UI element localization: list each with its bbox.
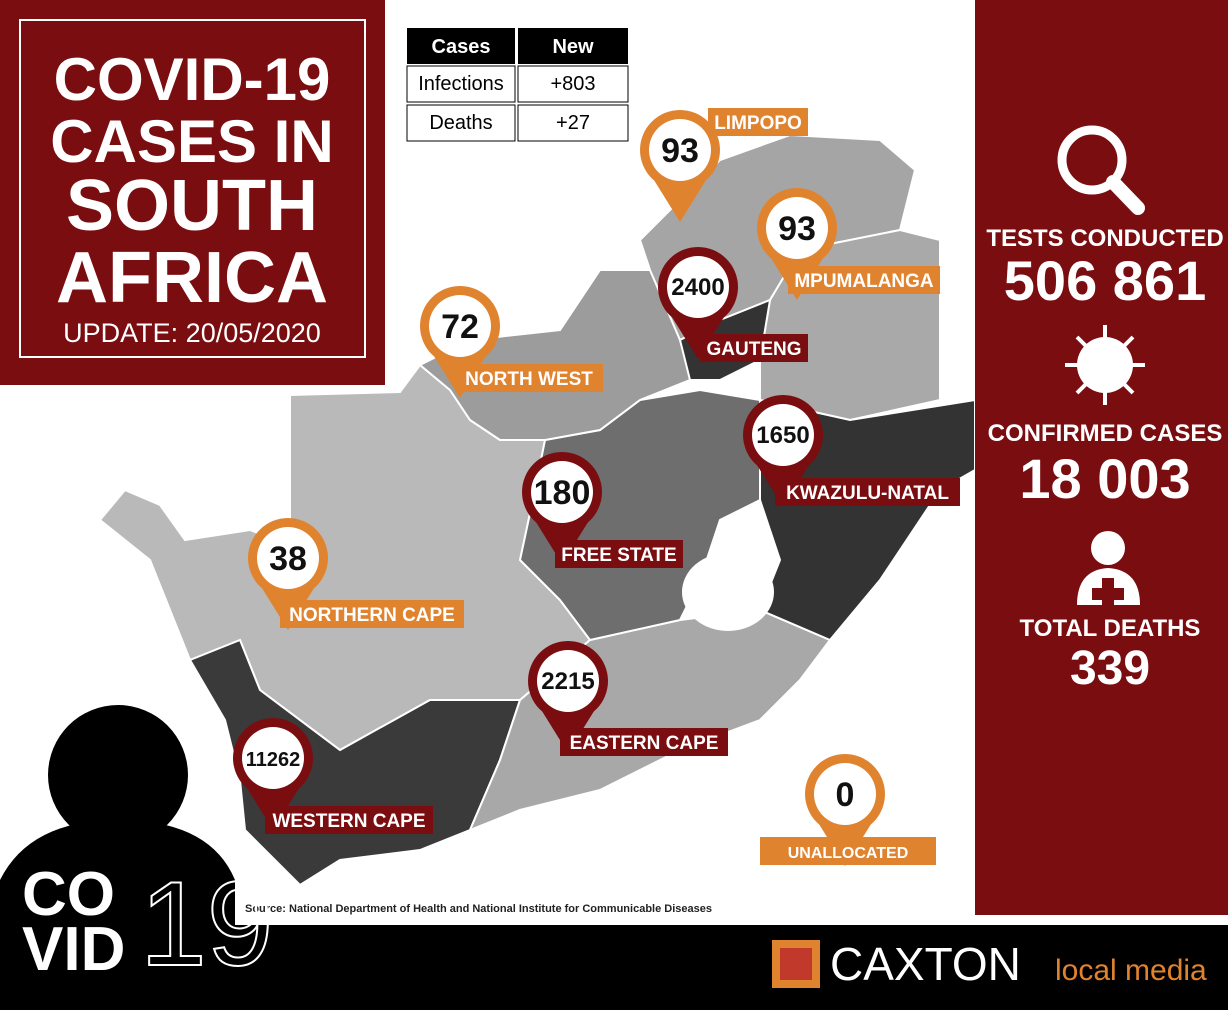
pin-inner [814, 763, 876, 825]
province-name: NORTH WEST [465, 369, 593, 390]
update-date: UPDATE: 20/05/2020 [63, 318, 321, 348]
stat-label: CONFIRMED CASES [988, 420, 1223, 447]
pin-inner [766, 197, 828, 259]
title-panel [0, 0, 385, 385]
silhouette-body [0, 820, 235, 1010]
source-note: Source: National Department of Health an… [245, 903, 712, 915]
stat-label: TOTAL DEATHS [1020, 615, 1201, 642]
pin-inner [537, 650, 599, 712]
silhouette-head [48, 705, 188, 845]
cross-icon [1092, 578, 1124, 610]
stats-panel [975, 0, 1228, 915]
province-cases: 1650 [756, 422, 809, 449]
stat-value: 18 003 [1019, 447, 1190, 510]
pin-inner [752, 404, 814, 466]
province-name: KWAZULU-NATAL [786, 483, 949, 504]
province-label-bg [560, 728, 728, 756]
pin-inner [667, 256, 729, 318]
pin-inner [649, 119, 711, 181]
province-label-bg [280, 600, 464, 628]
province-cases: 11262 [246, 749, 301, 771]
logo-text: VID [22, 915, 125, 984]
province-name: NORTHERN CAPE [289, 605, 455, 626]
north-west-region [418, 269, 692, 441]
province-cases: 93 [661, 132, 699, 170]
stat-label: TESTS CONDUCTED [986, 225, 1223, 252]
table-header: Cases [432, 36, 491, 58]
pin-inner [429, 295, 491, 357]
province-cases: 38 [269, 540, 307, 578]
pin-inner [242, 727, 304, 789]
province-label-bg [700, 334, 808, 362]
province-name: EASTERN CAPE [570, 733, 719, 754]
table-cell-text: +803 [550, 73, 595, 95]
province-label-bg [708, 108, 808, 136]
title-line: SOUTH [66, 166, 318, 246]
magnifier-handle [1106, 175, 1145, 215]
province-pins: 93 LIMPOPO 93 MPUMALANGA 2400 GAUTENG 72 NORTH … [233, 108, 960, 866]
brand: CAXTON local media [772, 938, 1207, 990]
stat-value: 506 861 [1004, 249, 1206, 312]
covid-logo: CO VID 19 [22, 856, 274, 992]
stats: TESTS CONDUCTED 506 861 CONFIRMED CASES … [986, 225, 1223, 695]
table-header-cell [407, 28, 515, 64]
title-line: COVID-19 [54, 46, 331, 113]
logo-number: 19 [140, 857, 273, 991]
table-header: New [552, 36, 594, 58]
province-name: WESTERN CAPE [272, 811, 425, 832]
brand-mark-inner [780, 948, 812, 980]
province-cases: 2215 [541, 668, 594, 695]
title-frame [19, 19, 366, 358]
table-cell-text: Deaths [429, 112, 492, 134]
pin-inner [257, 527, 319, 589]
title-line: CASES IN [50, 108, 333, 175]
table-cell [406, 104, 516, 142]
table-cell [406, 65, 516, 103]
province-cases: 93 [778, 210, 816, 248]
table-cell-text: Infections [418, 73, 504, 95]
stat-value: 339 [1070, 642, 1150, 695]
brand-tagline: local media [1055, 954, 1207, 987]
lesotho [682, 553, 774, 631]
table-cell [517, 104, 629, 142]
province-label-bg [555, 540, 683, 568]
logo-text: CO [22, 860, 115, 929]
province-name: LIMPOPO [714, 113, 802, 134]
virus-spikes [1065, 325, 1145, 405]
icons [1057, 125, 1145, 610]
province-name: GAUTENG [707, 339, 802, 360]
magnifier-icon [1057, 125, 1127, 195]
province-cases: 72 [441, 308, 479, 346]
table-cell-text: +27 [556, 112, 590, 134]
province-label-bg [265, 806, 433, 834]
table-header-cell [518, 28, 628, 64]
province-cases: 0 [836, 776, 855, 814]
province-label-bg [455, 364, 603, 392]
person-icon-head [1091, 531, 1125, 565]
pin-inner [531, 461, 593, 523]
province-cases: 180 [534, 474, 591, 512]
brand-name: CAXTON [830, 938, 1021, 990]
province-name: UNALLOCATED [788, 845, 909, 862]
province-cases: 2400 [671, 274, 724, 301]
table-cell [517, 65, 629, 103]
title: COVID-19 CASES IN SOUTH AFRICA UPDATE: 2… [50, 46, 333, 348]
cases-table: Cases New Infections +803 Deaths +27 [406, 28, 629, 142]
province-name: FREE STATE [561, 545, 676, 566]
province-name: MPUMALANGA [794, 271, 934, 292]
title-line: AFRICA [56, 238, 328, 318]
province-label-bg [775, 478, 960, 506]
